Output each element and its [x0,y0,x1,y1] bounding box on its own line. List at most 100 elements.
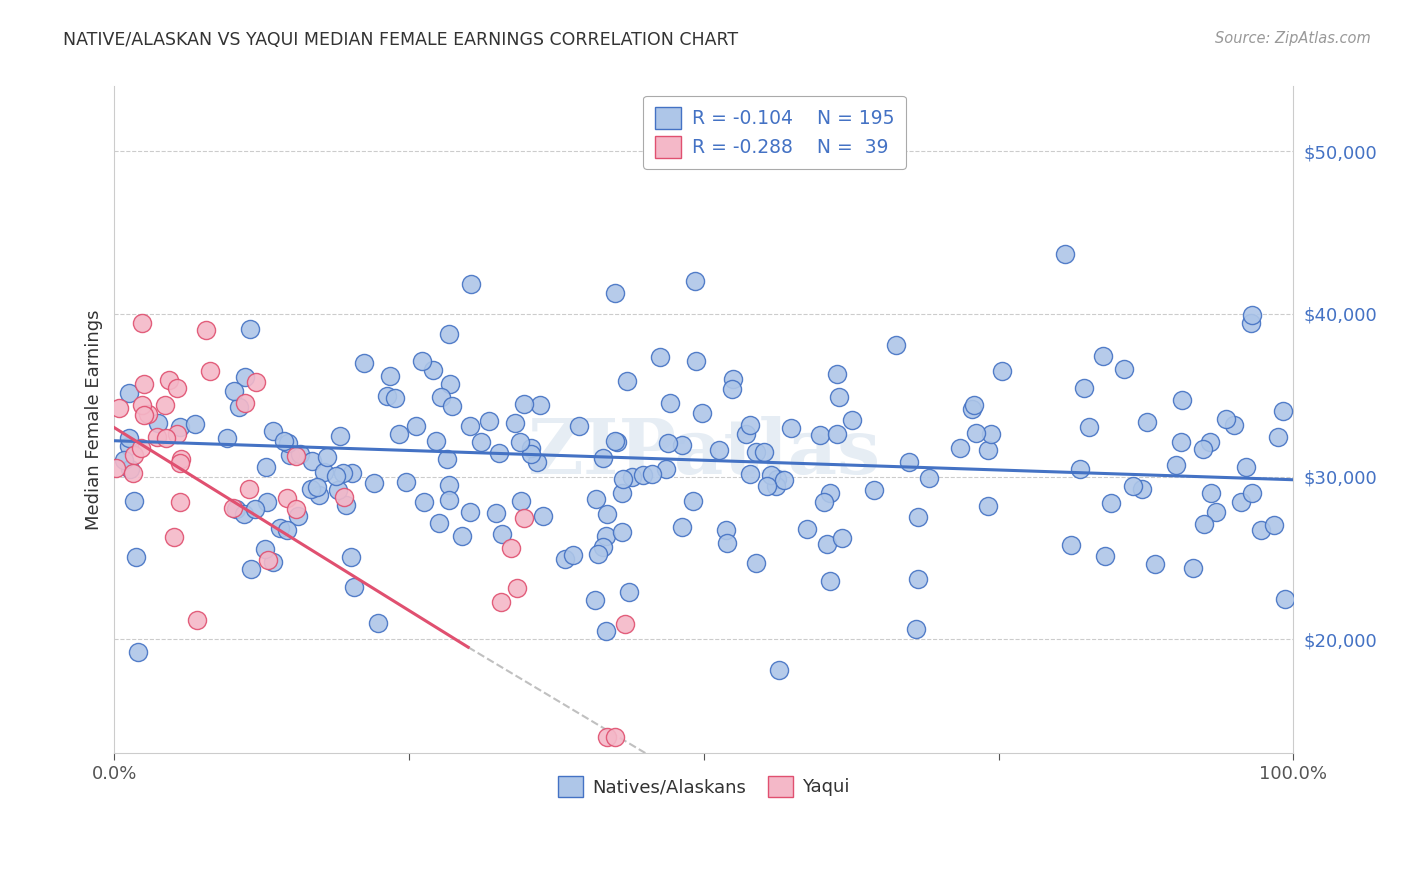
Point [1181,561,1204,575]
Point [505,416,527,430]
Point [716,536,738,550]
Point [828,391,851,405]
Point [1205,506,1227,520]
Point [744,556,766,570]
Point [460,277,482,292]
Point [509,434,531,449]
Point [104,461,127,475]
Point [118,431,141,445]
Point [583,592,606,607]
Point [163,530,186,544]
Point [1122,478,1144,492]
Point [1053,246,1076,260]
Point [585,491,607,506]
Point [276,524,298,538]
Point [768,663,790,677]
Point [124,448,146,462]
Point [155,431,177,445]
Point [430,390,453,404]
Point [127,645,149,659]
Point [752,445,775,459]
Point [299,482,322,496]
Point [169,420,191,434]
Point [612,472,634,486]
Point [501,541,523,555]
Point [1263,517,1285,532]
Point [233,369,256,384]
Point [436,452,458,467]
Point [121,467,143,481]
Text: NATIVE/ALASKAN VS YAQUI MEDIAN FEMALE EARNINGS CORRELATION CHART: NATIVE/ALASKAN VS YAQUI MEDIAN FEMALE EA… [63,31,738,49]
Point [960,401,983,416]
Point [195,323,218,337]
Point [262,424,284,438]
Point [384,392,406,406]
Point [136,407,159,421]
Point [759,467,782,482]
Point [796,522,818,536]
Point [980,426,1002,441]
Point [825,367,848,381]
Point [526,455,548,469]
Text: Source: ZipAtlas.com: Source: ZipAtlas.com [1215,31,1371,46]
Point [238,483,260,497]
Point [470,435,492,450]
Point [820,574,842,589]
Point [682,494,704,508]
Point [412,494,434,508]
Point [977,442,1000,457]
Point [222,384,245,398]
Point [991,364,1014,378]
Point [491,526,513,541]
Point [505,581,527,595]
Point [1240,308,1263,322]
Point [613,617,636,632]
Point [284,449,307,463]
Point [641,467,664,481]
Point [619,584,641,599]
Point [1240,486,1263,500]
Point [342,466,364,480]
Point [245,376,267,390]
Point [586,547,609,561]
Point [561,548,583,562]
Point [118,461,141,475]
Point [531,509,554,524]
Point [422,363,444,377]
Point [315,450,337,464]
Point [388,427,411,442]
Point [1215,411,1237,425]
Y-axis label: Median Female Earnings: Median Female Earnings [86,310,103,530]
Point [375,390,398,404]
Point [1112,362,1135,376]
Point [1194,516,1216,531]
Point [818,486,841,500]
Point [239,322,262,336]
Point [606,435,628,450]
Point [157,373,180,387]
Point [897,455,920,469]
Text: ZIPatlas: ZIPatlas [527,416,880,490]
Point [329,428,352,442]
Point [685,274,707,288]
Point [342,580,364,594]
Point [107,401,129,416]
Point [228,401,250,415]
Point [907,510,929,524]
Point [655,461,678,475]
Point [254,459,277,474]
Point [671,520,693,534]
Point [886,337,908,351]
Point [603,434,626,449]
Point [254,541,277,556]
Point [284,502,307,516]
Point [831,532,853,546]
Point [170,451,193,466]
Point [458,419,481,434]
Point [592,541,614,555]
Point [478,413,501,427]
Point [288,447,311,461]
Point [277,435,299,450]
Point [519,447,541,461]
Point [595,507,617,521]
